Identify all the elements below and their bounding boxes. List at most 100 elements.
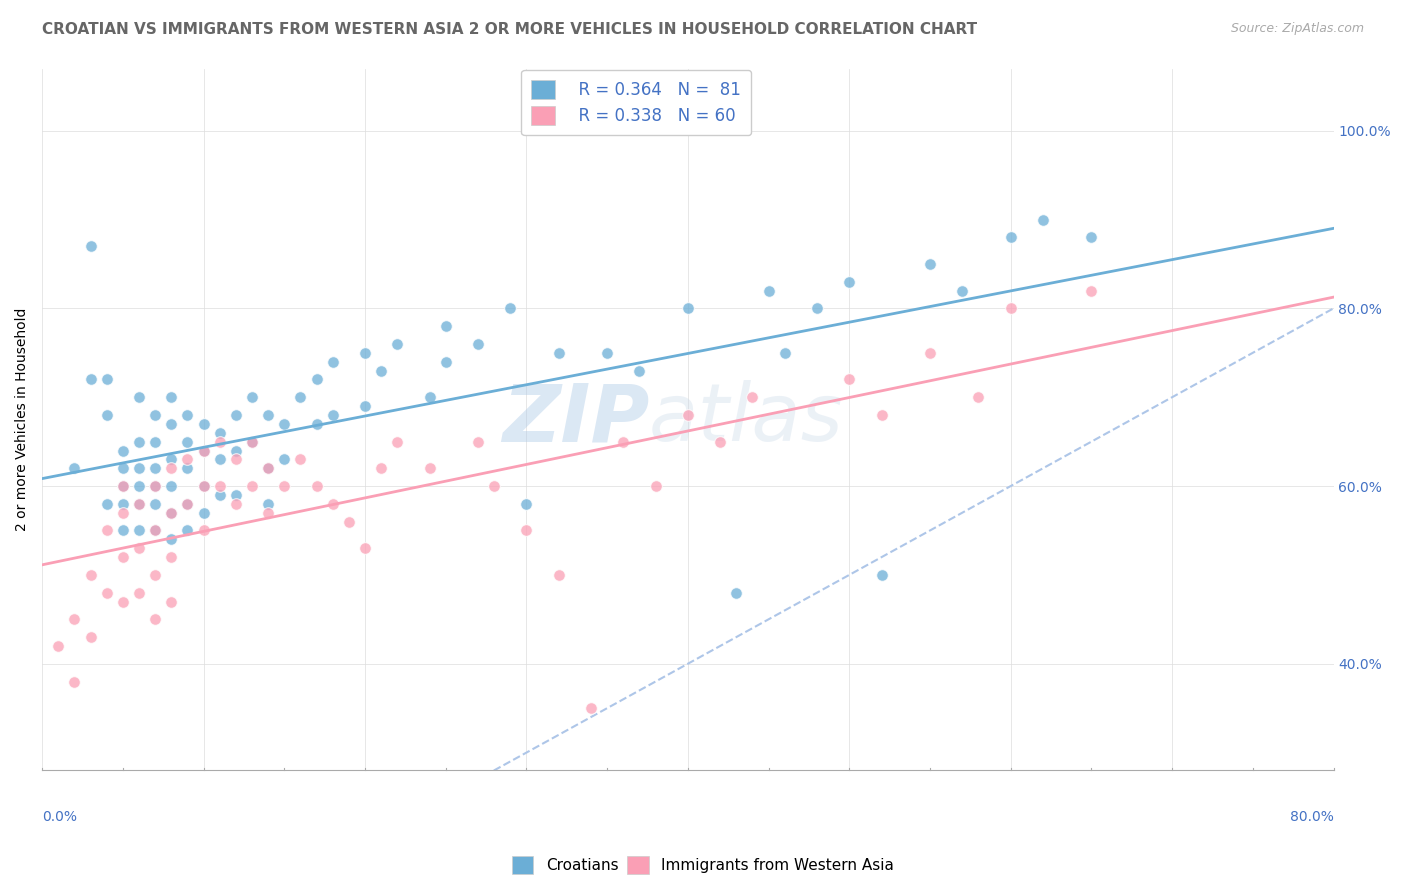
Point [612, 434, 634, 449]
Point [208, 434, 231, 449]
Point [143, 479, 166, 493]
Text: 0.0%: 0.0% [42, 810, 77, 824]
Point [354, 399, 377, 413]
Text: ZIP: ZIP [502, 381, 650, 458]
Point [111, 550, 134, 565]
Point [273, 452, 295, 467]
Point [240, 434, 263, 449]
Point [644, 479, 666, 493]
Point [176, 497, 198, 511]
Point [79, 568, 101, 582]
Point [579, 701, 602, 715]
Point [773, 346, 796, 360]
Point [870, 408, 893, 422]
Point [128, 585, 150, 599]
Point [337, 515, 360, 529]
Point [225, 497, 247, 511]
Point [322, 497, 344, 511]
Point [838, 275, 860, 289]
Point [806, 301, 828, 316]
Point [128, 434, 150, 449]
Point [96, 372, 118, 386]
Point [128, 524, 150, 538]
Point [225, 408, 247, 422]
Point [1000, 230, 1022, 244]
Point [143, 497, 166, 511]
Point [193, 443, 215, 458]
Point [918, 257, 941, 271]
Point [176, 461, 198, 475]
Point [128, 461, 150, 475]
Point [1080, 284, 1102, 298]
Point [322, 408, 344, 422]
Point [160, 594, 183, 608]
Point [143, 461, 166, 475]
Point [143, 524, 166, 538]
Point [467, 434, 489, 449]
Point [176, 524, 198, 538]
Point [143, 434, 166, 449]
Text: CROATIAN VS IMMIGRANTS FROM WESTERN ASIA 2 OR MORE VEHICLES IN HOUSEHOLD CORRELA: CROATIAN VS IMMIGRANTS FROM WESTERN ASIA… [42, 22, 977, 37]
Point [208, 425, 231, 440]
Point [160, 550, 183, 565]
Point [434, 319, 457, 334]
Point [160, 390, 183, 404]
Point [160, 417, 183, 431]
Point [143, 479, 166, 493]
Point [838, 372, 860, 386]
Point [96, 408, 118, 422]
Point [111, 594, 134, 608]
Point [176, 497, 198, 511]
Point [950, 284, 973, 298]
Point [676, 408, 699, 422]
Point [257, 497, 280, 511]
Point [111, 443, 134, 458]
Point [1000, 301, 1022, 316]
Point [128, 390, 150, 404]
Point [160, 533, 183, 547]
Point [63, 461, 86, 475]
Point [240, 479, 263, 493]
Point [143, 612, 166, 626]
Text: atlas: atlas [650, 381, 844, 458]
Legend:   R = 0.364   N =  81,   R = 0.338   N = 60: R = 0.364 N = 81, R = 0.338 N = 60 [522, 70, 751, 135]
Point [143, 524, 166, 538]
Point [128, 497, 150, 511]
Point [354, 541, 377, 556]
Point [305, 372, 328, 386]
Point [193, 443, 215, 458]
Point [257, 461, 280, 475]
Point [1080, 230, 1102, 244]
Point [305, 417, 328, 431]
Point [515, 497, 537, 511]
Point [918, 346, 941, 360]
Point [273, 479, 295, 493]
Point [758, 284, 780, 298]
Point [111, 506, 134, 520]
Point [547, 568, 569, 582]
Point [273, 417, 295, 431]
Point [725, 585, 748, 599]
Point [257, 506, 280, 520]
Point [1032, 212, 1054, 227]
Point [193, 524, 215, 538]
Point [79, 630, 101, 644]
Point [176, 434, 198, 449]
Point [128, 497, 150, 511]
Point [499, 301, 522, 316]
Point [467, 337, 489, 351]
Point [193, 506, 215, 520]
Point [305, 479, 328, 493]
Point [160, 506, 183, 520]
Point [257, 461, 280, 475]
Point [128, 541, 150, 556]
Point [208, 488, 231, 502]
Point [193, 479, 215, 493]
Point [96, 585, 118, 599]
Point [676, 301, 699, 316]
Point [208, 452, 231, 467]
Point [160, 452, 183, 467]
Point [111, 479, 134, 493]
Point [128, 479, 150, 493]
Point [176, 408, 198, 422]
